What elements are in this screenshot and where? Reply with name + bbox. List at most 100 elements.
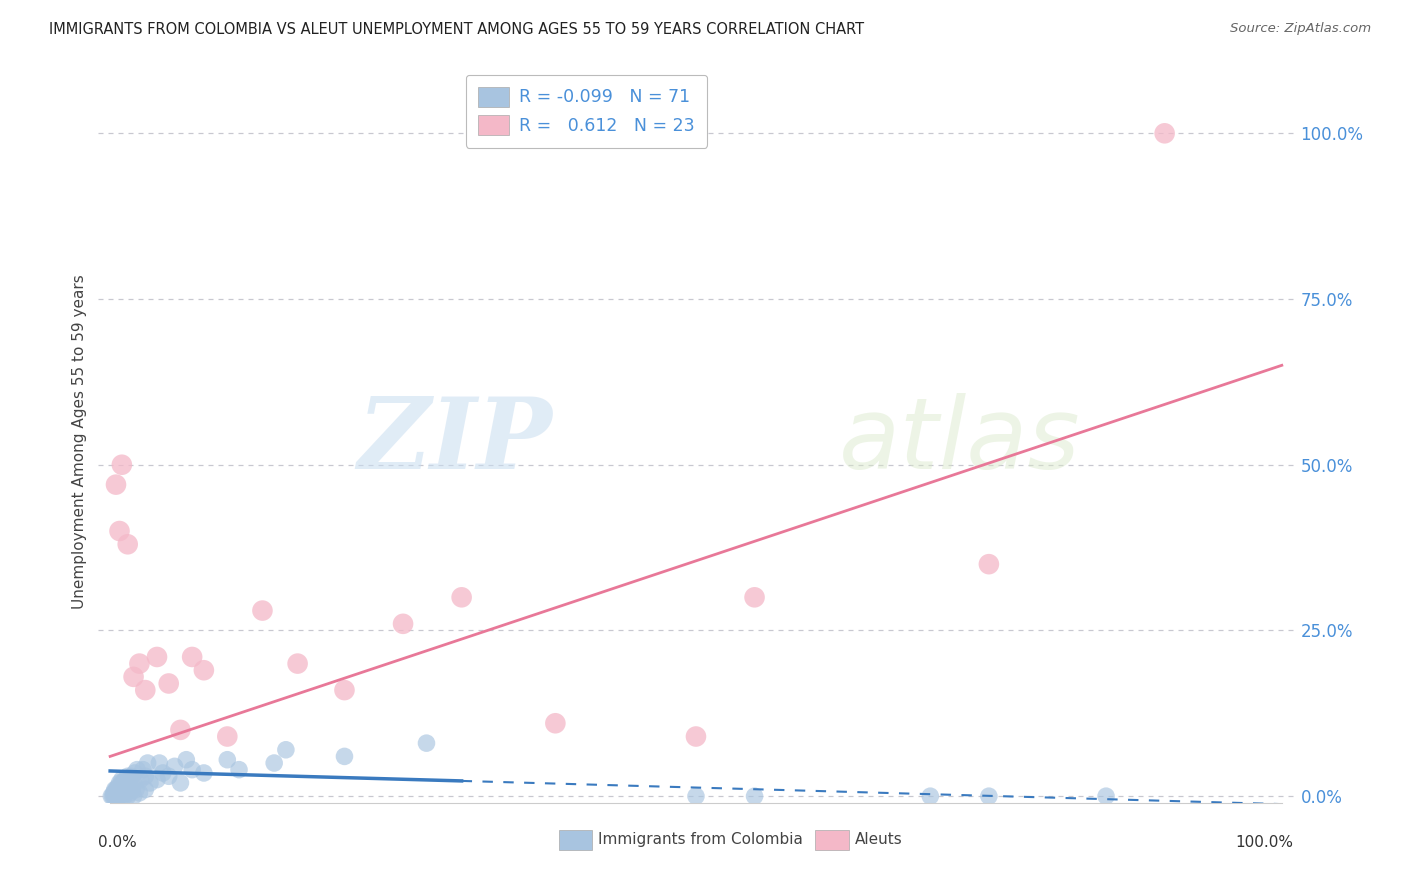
Point	[117, 782, 139, 797]
Point	[1095, 789, 1118, 804]
Point	[111, 458, 134, 472]
Point	[128, 657, 150, 671]
Point	[181, 650, 204, 665]
Point	[252, 603, 274, 617]
Point	[450, 591, 472, 605]
Text: Source: ZipAtlas.com: Source: ZipAtlas.com	[1230, 22, 1371, 36]
Point	[110, 779, 132, 793]
Point	[100, 789, 122, 804]
Point	[392, 616, 415, 631]
Point	[107, 779, 129, 793]
Point	[174, 753, 197, 767]
Point	[122, 776, 145, 790]
Point	[274, 743, 297, 757]
Point	[117, 769, 139, 783]
Point	[134, 683, 156, 698]
Point	[139, 776, 162, 790]
FancyBboxPatch shape	[558, 830, 592, 850]
Point	[228, 763, 250, 777]
Point	[415, 736, 437, 750]
Point	[181, 763, 204, 777]
Point	[333, 749, 356, 764]
Point	[122, 670, 145, 684]
Text: Aleuts: Aleuts	[855, 832, 903, 847]
Point	[169, 723, 191, 737]
Point	[103, 789, 125, 804]
Point	[920, 789, 942, 804]
Point	[105, 789, 128, 804]
Point	[103, 786, 125, 800]
Point	[104, 789, 127, 804]
Point	[105, 789, 128, 804]
Point	[217, 753, 239, 767]
Point	[114, 772, 136, 787]
Point	[977, 557, 1000, 571]
Point	[744, 789, 766, 804]
Point	[129, 772, 152, 787]
Legend: R = -0.099   N = 71, R =   0.612   N = 23: R = -0.099 N = 71, R = 0.612 N = 23	[465, 75, 707, 147]
Point	[112, 782, 135, 797]
Point	[105, 786, 128, 800]
Point	[111, 772, 134, 787]
Point	[104, 782, 127, 797]
Point	[105, 477, 128, 491]
Text: atlas: atlas	[839, 393, 1081, 490]
Point	[108, 786, 131, 800]
Point	[120, 786, 141, 800]
Point	[263, 756, 285, 770]
Point	[101, 789, 124, 804]
Point	[111, 789, 134, 804]
Point	[117, 789, 139, 804]
Point	[111, 776, 134, 790]
Point	[134, 769, 156, 783]
Point	[217, 730, 239, 744]
Point	[136, 756, 159, 770]
Point	[132, 763, 155, 777]
Text: 0.0%: 0.0%	[98, 835, 138, 850]
Point	[128, 786, 150, 800]
Point	[110, 786, 132, 800]
Point	[146, 772, 169, 787]
Point	[127, 763, 149, 777]
Point	[125, 782, 148, 797]
Point	[134, 782, 156, 797]
Point	[105, 782, 128, 797]
Point	[685, 789, 707, 804]
Point	[157, 769, 180, 783]
Point	[744, 591, 766, 605]
Point	[107, 786, 129, 800]
Point	[122, 789, 145, 804]
Point	[169, 776, 191, 790]
Text: 100.0%: 100.0%	[1236, 835, 1294, 850]
Point	[333, 683, 356, 698]
Point	[287, 657, 309, 671]
Point	[193, 663, 215, 677]
Point	[111, 786, 134, 800]
Point	[1153, 126, 1175, 140]
Text: IMMIGRANTS FROM COLOMBIA VS ALEUT UNEMPLOYMENT AMONG AGES 55 TO 59 YEARS CORRELA: IMMIGRANTS FROM COLOMBIA VS ALEUT UNEMPL…	[49, 22, 865, 37]
Point	[118, 776, 141, 790]
Point	[157, 676, 180, 690]
Point	[146, 650, 169, 665]
Text: Immigrants from Colombia: Immigrants from Colombia	[598, 832, 803, 847]
Point	[105, 782, 128, 797]
Point	[111, 782, 134, 797]
Point	[124, 766, 146, 780]
Point	[121, 782, 143, 797]
Y-axis label: Unemployment Among Ages 55 to 59 years: Unemployment Among Ages 55 to 59 years	[72, 274, 87, 609]
Point	[117, 537, 139, 551]
Point	[112, 776, 135, 790]
Point	[152, 766, 174, 780]
Point	[111, 779, 134, 793]
Point	[120, 769, 142, 783]
Point	[193, 766, 215, 780]
Point	[115, 779, 138, 793]
Point	[148, 756, 170, 770]
Point	[108, 776, 131, 790]
Point	[685, 730, 707, 744]
Point	[112, 789, 135, 804]
Point	[544, 716, 567, 731]
Point	[107, 789, 129, 804]
Point	[163, 759, 186, 773]
Point	[105, 786, 128, 800]
